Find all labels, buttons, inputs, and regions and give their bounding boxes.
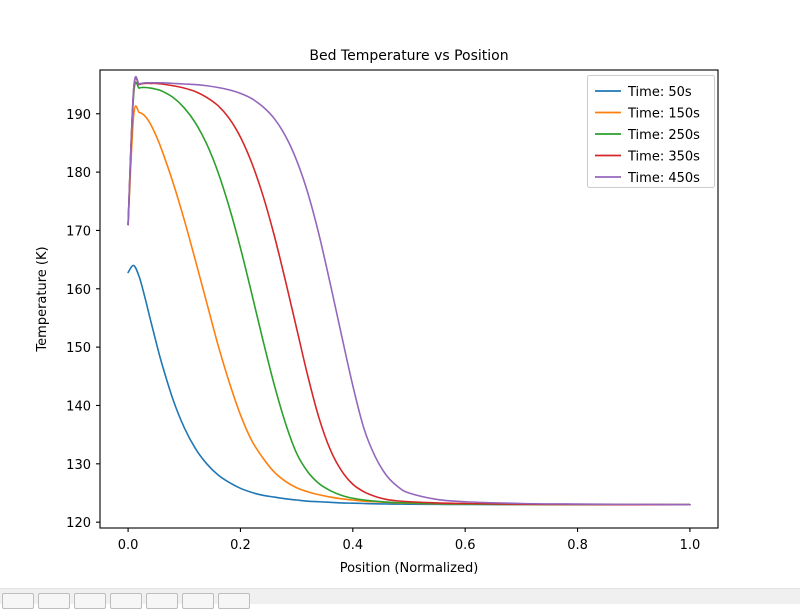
x-tick-label: 0.2 — [230, 538, 251, 553]
legend-items: Time: 50s Time: 150s Time: 250s Time: 350s T… — [595, 85, 700, 186]
x-tick-label: 0.8 — [567, 538, 588, 553]
y-tick-label: 180 — [66, 166, 91, 181]
chart-legend[interactable]: Time: 50s Time: 150s Time: 250s Time: 350s T… — [587, 75, 715, 188]
navigation-toolbar[interactable] — [0, 588, 800, 609]
y-axis-label: Temperature (K) — [35, 246, 50, 352]
legend-label: Time: 450s — [627, 171, 700, 186]
x-tick-label: 0.4 — [342, 538, 363, 553]
x-tick-label: 1.0 — [680, 538, 701, 553]
y-tick-label: 140 — [66, 399, 91, 414]
zoom-button[interactable] — [146, 593, 178, 609]
configure-subplots-button[interactable] — [182, 593, 214, 609]
legend-label: Time: 250s — [627, 128, 700, 143]
x-axis-ticks: 0.0 0.2 0.4 0.6 0.8 1.0 — [118, 528, 701, 553]
y-axis-ticks: 120 130 140 150 160 170 180 190 — [66, 108, 100, 531]
chart-title: Bed Temperature vs Position — [309, 48, 508, 64]
legend-frame — [587, 75, 715, 188]
data-curves-group — [127, 75, 691, 506]
matplotlib-figure: Bed Temperature vs Position 0.0 0.2 0.4 0.6… — [35, 48, 719, 576]
home-button[interactable] — [2, 593, 34, 609]
data-curve — [127, 81, 691, 506]
forward-button[interactable] — [74, 593, 106, 609]
y-tick-label: 160 — [66, 283, 91, 298]
x-tick-label: 0.0 — [118, 538, 139, 553]
back-button[interactable] — [38, 593, 70, 609]
chart-canvas: Bed Temperature vs Position 0.0 0.2 0.4 0.6… — [35, 48, 719, 576]
y-tick-label: 190 — [66, 108, 91, 123]
legend-label: Time: 350s — [627, 150, 700, 165]
y-tick-label: 150 — [66, 341, 91, 356]
plot-frame — [99, 69, 719, 529]
y-tick-label: 130 — [66, 458, 91, 473]
data-curve — [127, 264, 691, 506]
save-figure-button[interactable] — [218, 593, 250, 609]
x-tick-label: 0.6 — [455, 538, 476, 553]
y-tick-label: 170 — [66, 224, 91, 239]
legend-label: Time: 50s — [627, 85, 692, 100]
data-curve — [127, 75, 691, 506]
legend-label: Time: 150s — [627, 107, 700, 122]
pan-button[interactable] — [110, 593, 142, 609]
y-tick-label: 120 — [66, 516, 91, 531]
x-axis-label: Position (Normalized) — [340, 561, 479, 576]
